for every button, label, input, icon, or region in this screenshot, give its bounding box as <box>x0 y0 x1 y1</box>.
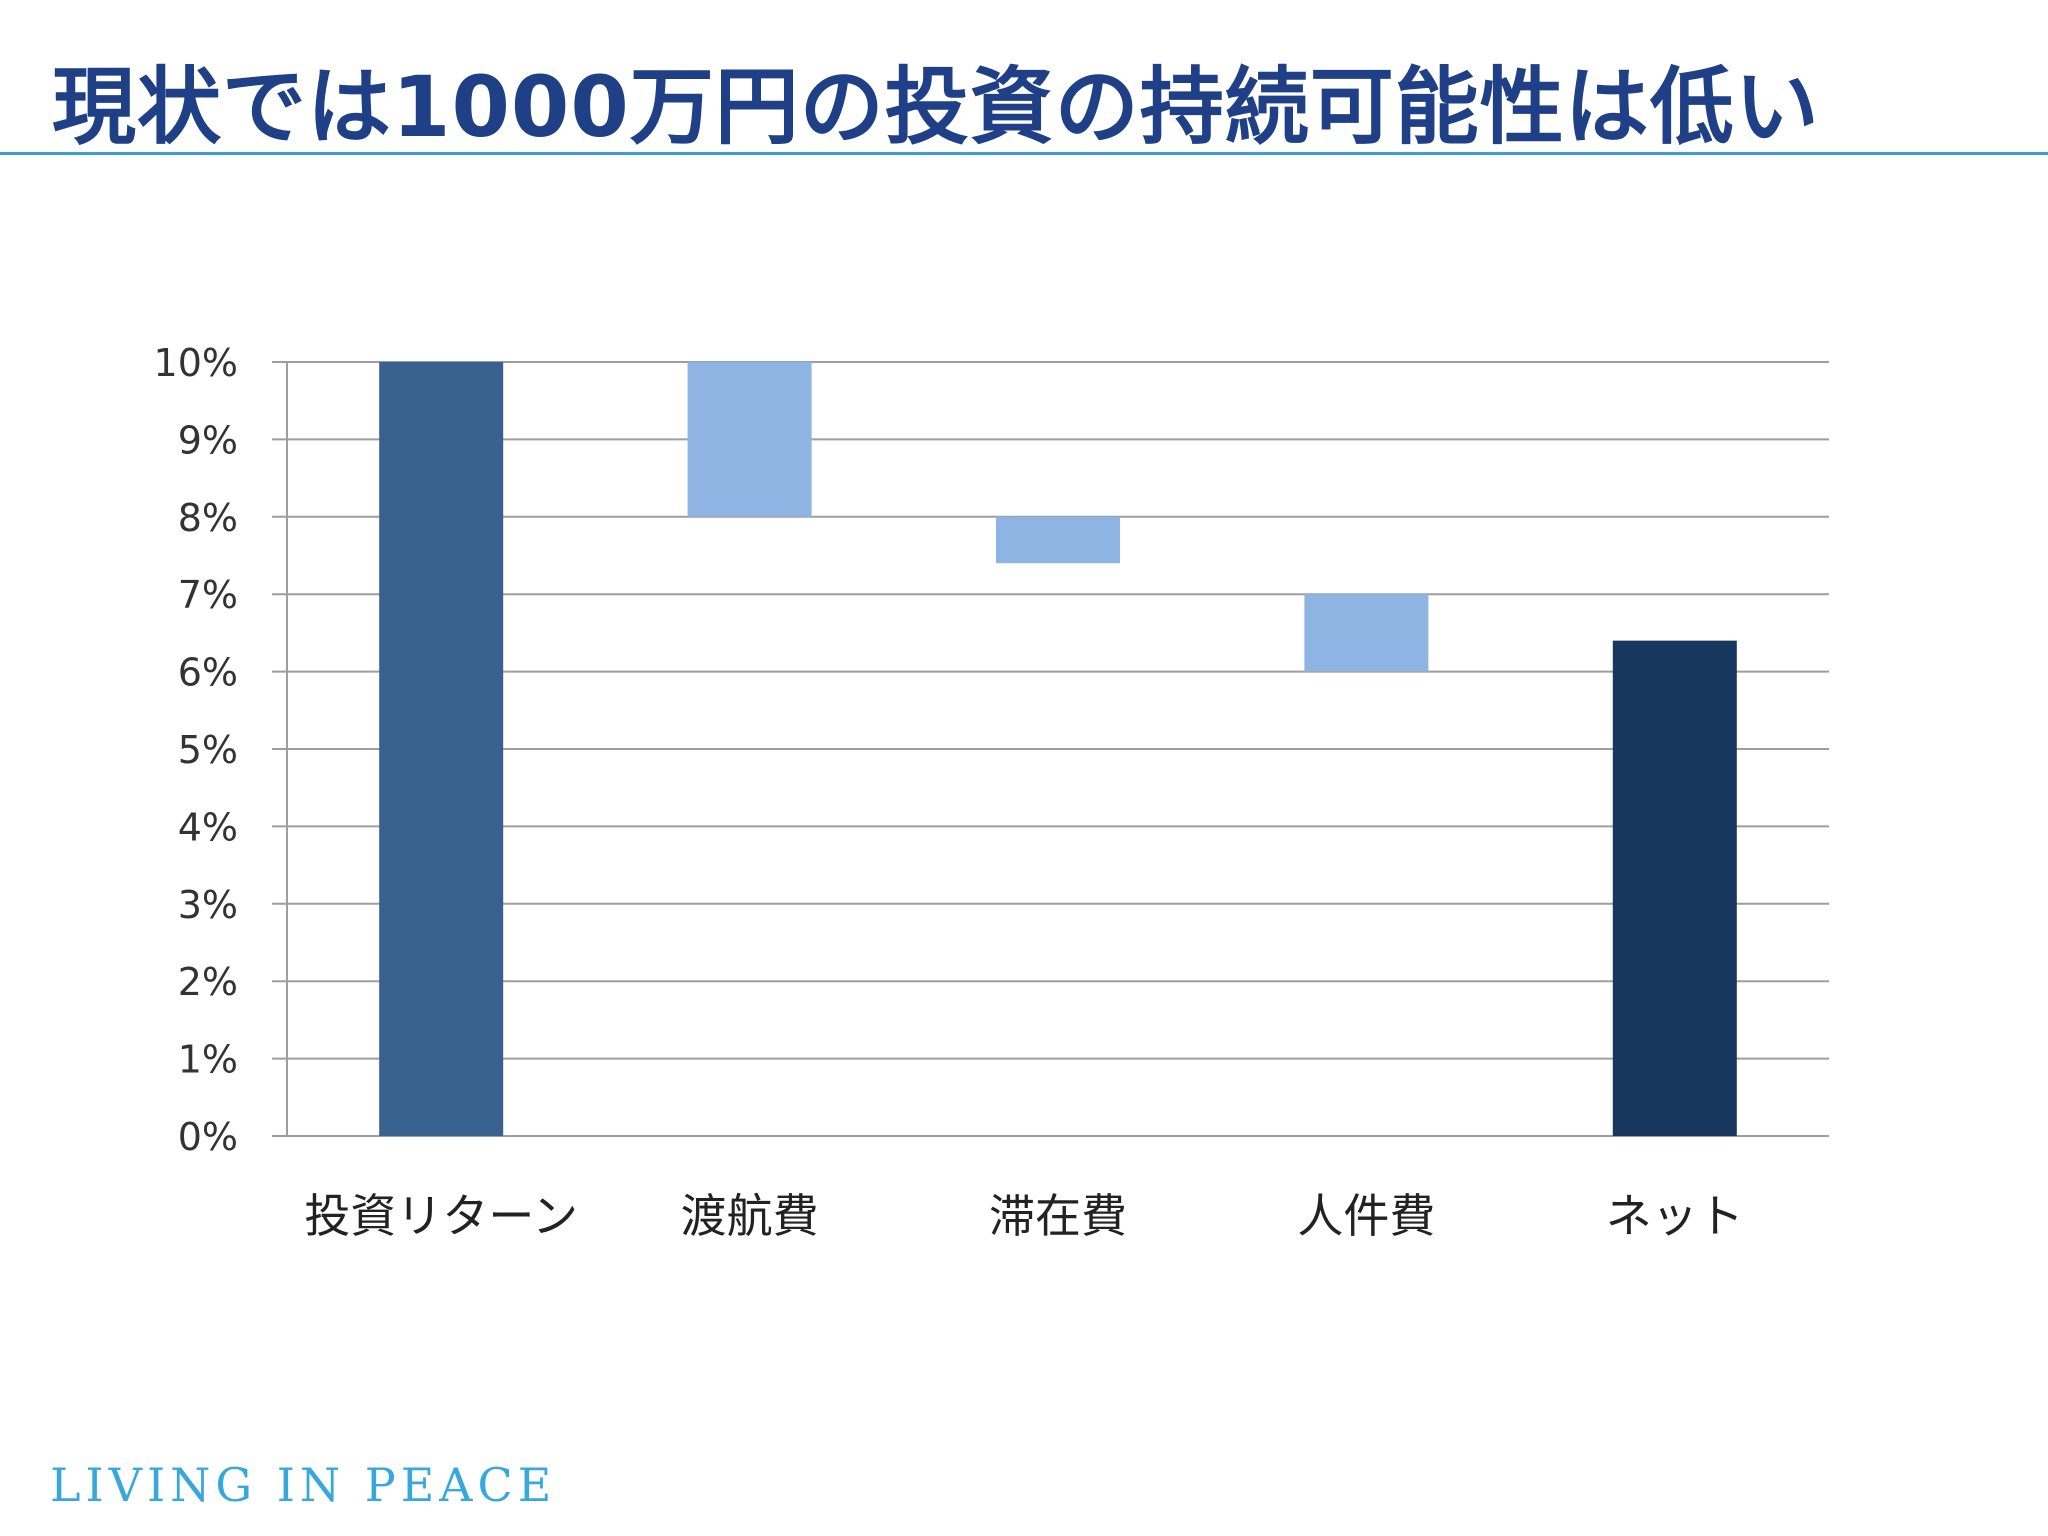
x-tick-label: 滞在費 <box>989 1189 1127 1243</box>
y-tick-labels: 0% 1% 2% 3% 4% 5% 6% 7% 8% 9% 10% <box>154 341 238 1159</box>
y-tick-label: 3% <box>178 883 238 927</box>
y-tick-label: 1% <box>178 1038 238 1082</box>
slide-title: 現状では1000万円の投資の持続可能性は低い <box>52 58 1820 156</box>
bar-total <box>379 362 504 1136</box>
y-tick-label: 8% <box>178 496 238 540</box>
chart-grid <box>272 361 1829 1137</box>
x-tick-label: ネット <box>1606 1189 1744 1243</box>
y-tick-label: 10% <box>154 341 238 385</box>
y-tick-label: 5% <box>178 728 238 772</box>
x-tick-label: 投資リターン <box>304 1189 578 1243</box>
x-tick-label: 人件費 <box>1297 1189 1435 1243</box>
y-tick-label: 4% <box>178 805 238 849</box>
bar-decrease <box>996 516 1120 564</box>
x-tick-labels: 投資リターン 渡航費 滞在費 人件費 ネット <box>304 1189 1743 1243</box>
y-tick-label: 9% <box>178 418 238 462</box>
bar-total <box>1612 640 1737 1136</box>
bar-decrease <box>1304 594 1429 672</box>
y-tick-label: 2% <box>178 960 238 1004</box>
living-in-peace-logo: LIVING IN PEACE <box>50 1458 557 1512</box>
y-tick-label: 0% <box>178 1115 238 1159</box>
y-tick-label: 6% <box>178 651 238 695</box>
bar-decrease <box>687 362 812 517</box>
y-tick-label: 7% <box>178 573 238 617</box>
x-tick-label: 渡航費 <box>681 1189 819 1243</box>
title-divider <box>0 152 2048 155</box>
chart-bars <box>379 362 1737 1136</box>
